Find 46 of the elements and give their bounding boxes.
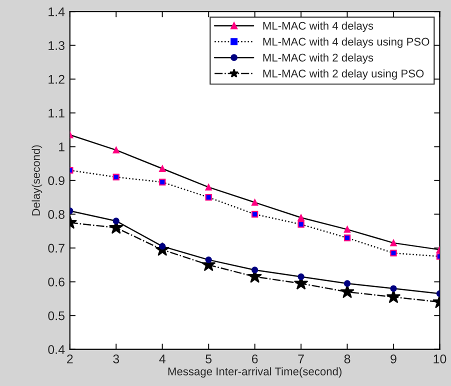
x-tick-label: 8 [344,354,350,364]
point [390,240,397,246]
point [251,210,258,218]
point [344,226,351,233]
point [390,250,397,256]
legend-label: ML-MAC with 4 delays [263,22,374,32]
x-tick-label: 7 [298,354,304,364]
x-tick-label: 3 [113,354,120,364]
point [298,221,304,228]
point [251,266,258,274]
legend-label: ML-MAC with 2 delay using PSO [263,69,424,80]
x-tick-label: 4 [159,354,166,364]
y-tick-label: 0.8 [48,210,64,219]
legend-label: ML-MAC with 2 delays [263,53,374,64]
point [112,146,120,154]
y-tick-label: 0.7 [48,244,64,253]
y-tick-label: 0.9 [48,176,64,186]
point [205,184,212,191]
y-tick-label: 1 [59,142,64,152]
point [159,165,166,172]
point [298,273,304,280]
x-tick-label: 5 [206,354,212,364]
y-tick-label: 1.4 [48,8,65,16]
y-tick-label: 1.2 [48,74,64,84]
point [251,199,258,206]
x-tick-label: 2 [67,354,73,364]
point [205,256,212,264]
legend-label: ML-MAC with 4 delays using PSO [263,37,430,48]
point [344,234,351,242]
x-tick-label: 9 [390,354,396,364]
x-tick-label: 10 [434,354,446,364]
point [390,285,397,292]
y-tick-label: 1.1 [48,108,64,118]
point [112,218,120,224]
point [344,280,351,287]
point [205,194,212,201]
y-axis-title: Delay(second) [32,145,42,216]
point [298,214,304,221]
y-tick-label: 0.4 [48,345,65,354]
y-tick-label: 0.5 [48,311,65,320]
point [112,174,120,180]
x-axis-title: Message Inter-arrival Time(second) [168,367,342,378]
x-tick-label: 6 [252,354,258,364]
y-tick-label: 0.6 [48,278,64,286]
y-tick-label: 1.3 [48,41,64,50]
point [159,178,166,186]
